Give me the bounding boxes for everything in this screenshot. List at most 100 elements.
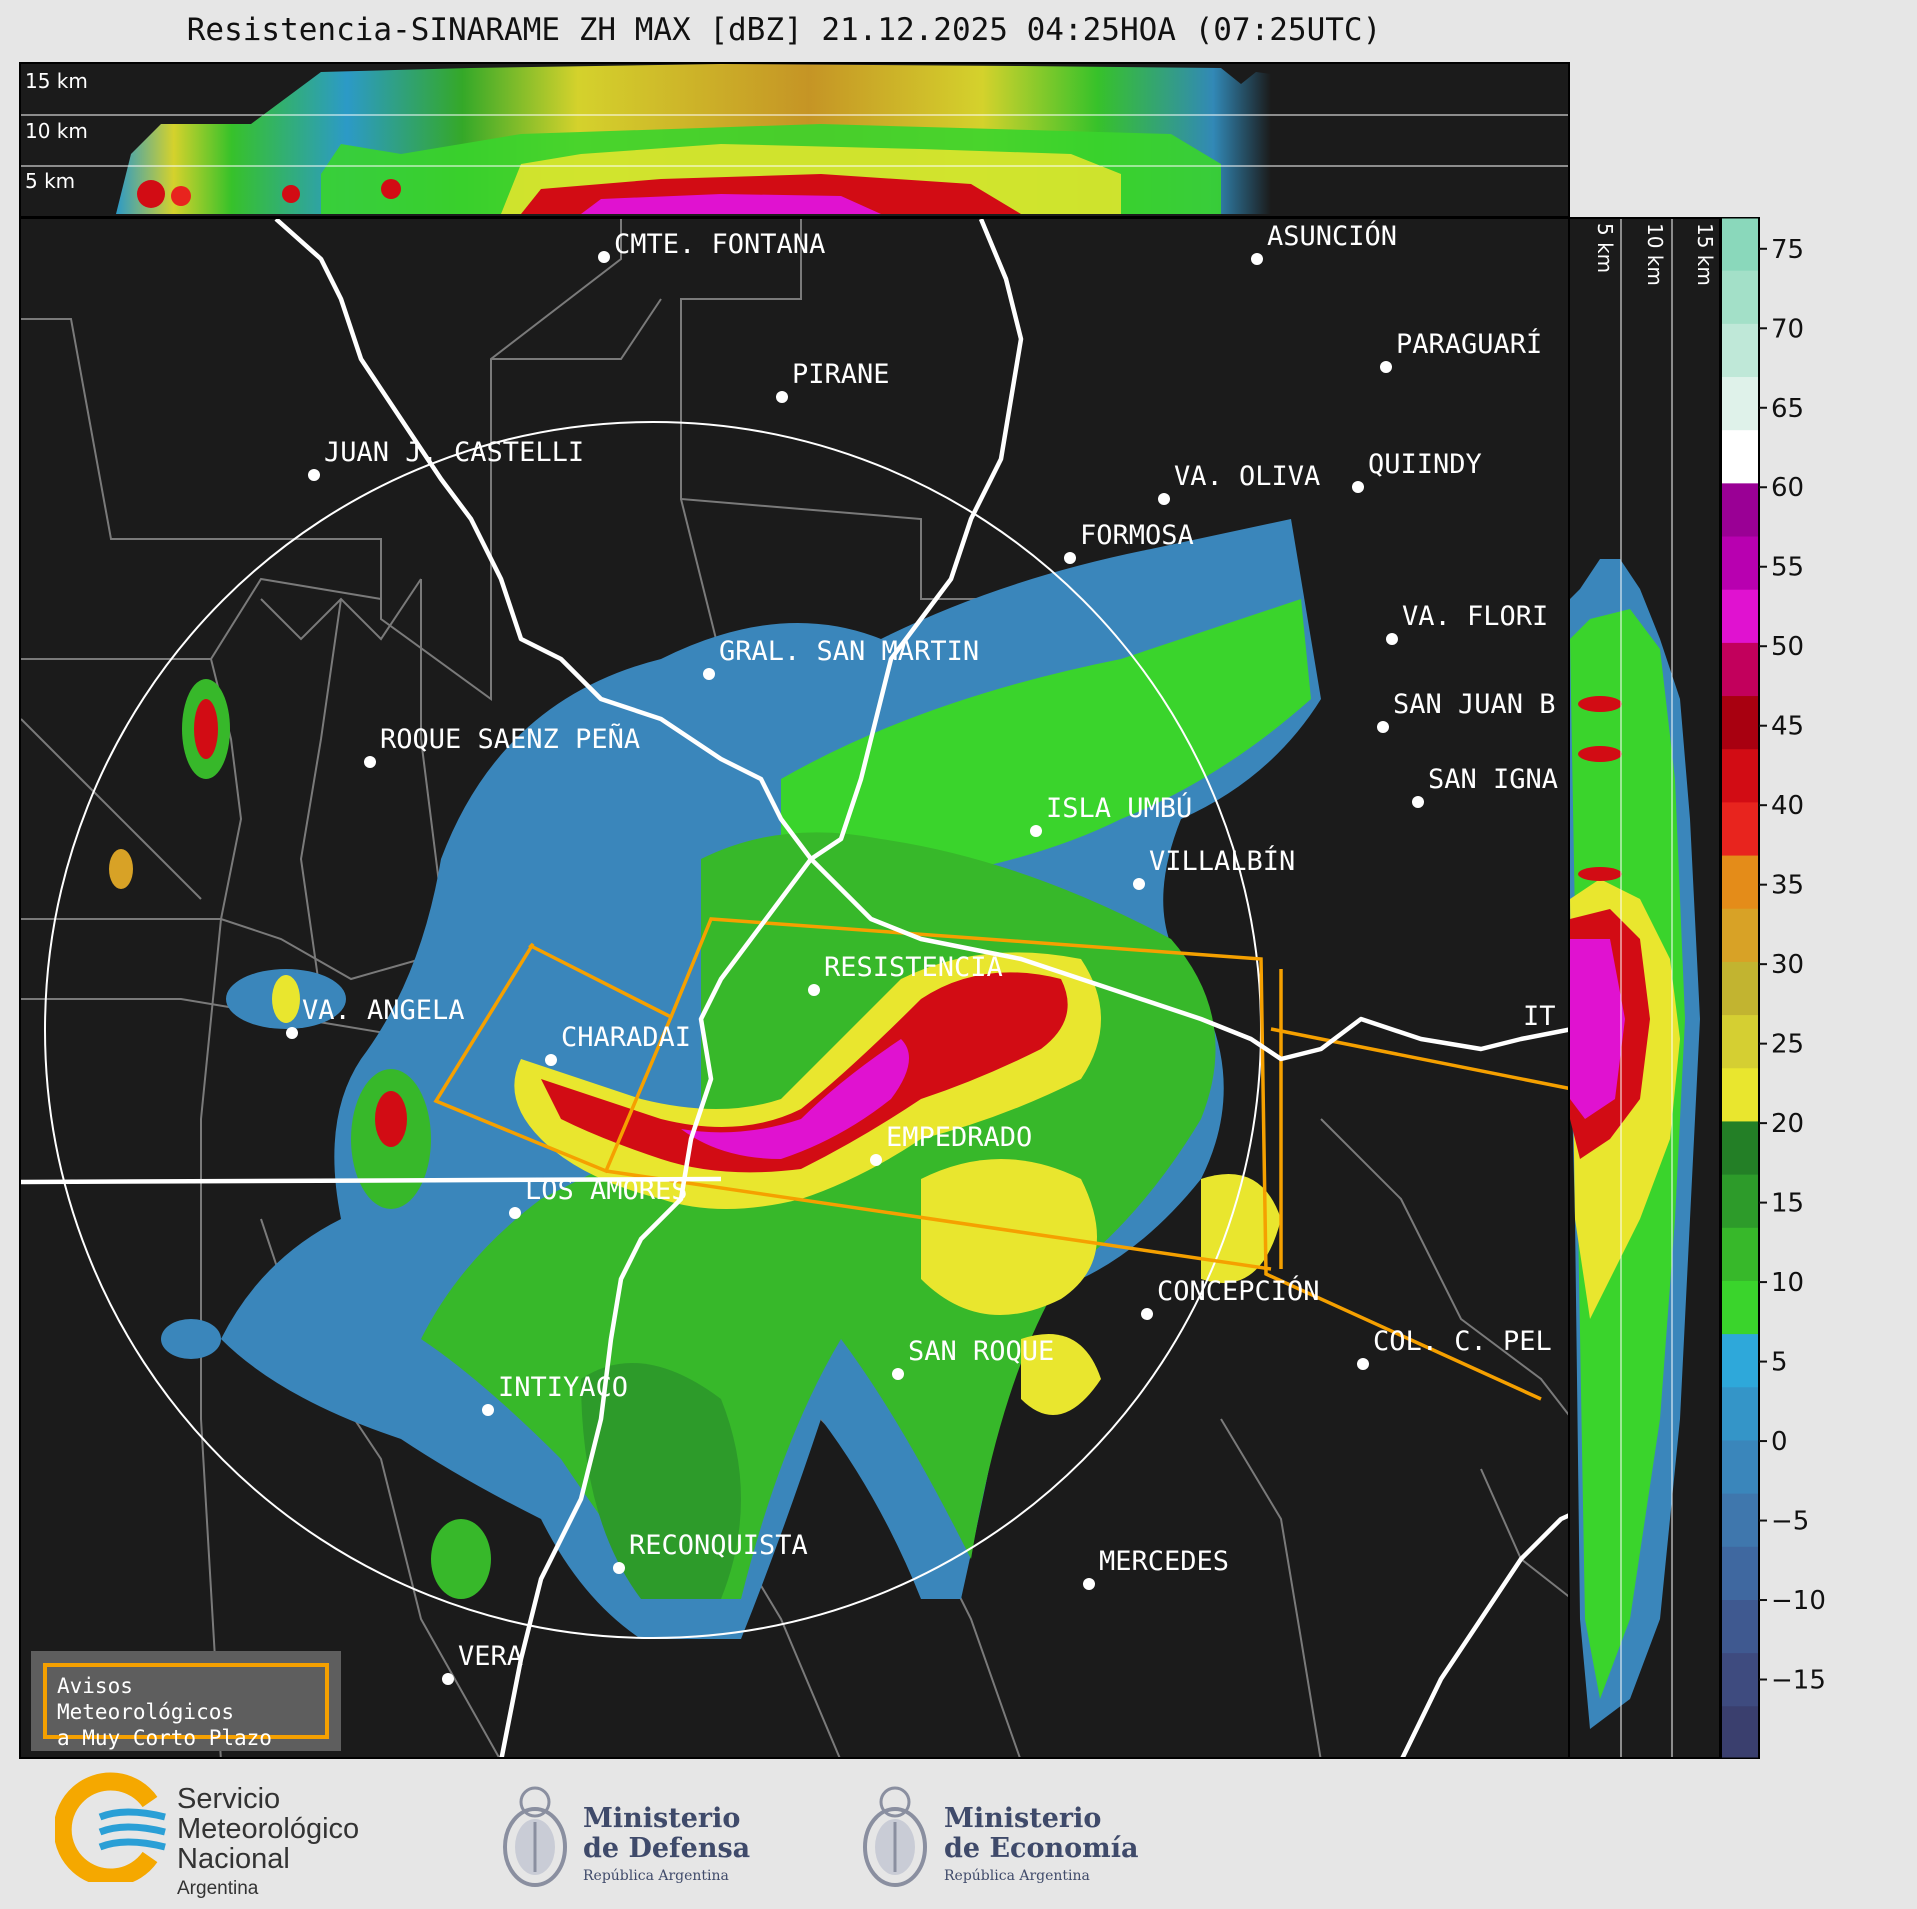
city-label: QUIINDY [1368,449,1482,480]
city-dot [1251,253,1263,265]
colorbar-tick-label: 15 [1771,1189,1804,1219]
city-dot [364,756,376,768]
economia-line-1: Ministerio [944,1803,1102,1834]
city-dot [1030,825,1042,837]
city-label: VA. OLIVA [1174,461,1320,492]
colorbar: 75 70 65 60 55 50 45 40 35 30 25 20 15 10 5 0 −5 −10 −15 [1719,217,1909,1759]
colorbar-tick-label: 5 [1771,1348,1788,1378]
colorbar-tick-label: 50 [1771,632,1804,662]
city-label: FORMOSA [1080,520,1194,551]
city-label: CONCEPCIÓN [1157,1275,1320,1307]
economia-line-2: de Economía [944,1833,1139,1864]
colorbar-tick-label: 55 [1771,553,1804,583]
economia-line-3: República Argentina [944,1868,1090,1884]
city-dot [1133,878,1145,890]
colorbar-segment [1721,961,1759,1016]
page-title: Resistencia-SINARAME ZH MAX [dBZ] 21.12.… [186,12,1382,48]
warning-legend: Avisos Meteorológicos a Muy Corto Plazo [43,1663,329,1750]
colorbar-segment [1721,695,1759,750]
city-dot [1083,1578,1095,1590]
city-label: RECONQUISTA [629,1530,808,1561]
height-label-5km: 5 km [25,169,75,193]
colorbar-segment [1721,855,1759,909]
height-label-5km-vertical: 5 km [1593,223,1617,273]
city-dot [308,469,320,481]
radar-map: CMTE. FONTANA ASUNCIÓN PIRANE PARAGUARÍ … [21,219,1568,1757]
city-dot [1377,721,1389,733]
coat-of-arms-icon [863,1786,927,1887]
city-label: ASUNCIÓN [1267,220,1397,252]
city-label: IT [1523,1001,1556,1032]
right-height-profile-panel: 5 km 10 km 15 km [1568,217,1721,1759]
colorbar-tick-label: 35 [1771,871,1804,901]
smn-line-1: Servicio [177,1783,281,1815]
top-height-profile-panel: 15 km 10 km 5 km [19,62,1570,218]
colorbar-tick-label: 25 [1771,1030,1804,1060]
smn-line-3: Nacional [177,1843,290,1875]
colorbar-segment [1721,1386,1759,1441]
colorbar-segment [1721,1174,1759,1228]
colorbar-tick-label: −5 [1771,1507,1809,1537]
city-dot [808,984,820,996]
colorbar-segment [1721,1014,1759,1069]
colorbar-segment [1721,589,1759,643]
city-dot [613,1562,625,1574]
city-dot [482,1404,494,1416]
colorbar-segment [1721,1120,1759,1175]
city-dot [598,251,610,263]
city-label: VA. FLORI [1402,601,1548,632]
city-dot [1352,481,1364,493]
city-dot [703,668,715,680]
city-dot [1380,361,1392,373]
city-label: GRAL. SAN MARTIN [719,636,979,667]
city-label: SAN ROQUE [908,1336,1054,1367]
colorbar-border [1720,217,1760,1759]
colorbar-tick-label: 65 [1771,394,1804,424]
height-label-10km-vertical: 10 km [1643,223,1667,286]
colorbar-tick-label: 70 [1771,314,1804,344]
city-dot [1141,1308,1153,1320]
defensa-seal [495,1772,575,1902]
economia-seal [855,1772,935,1902]
city-label: CHARADAI [561,1022,691,1053]
colorbar-segment [1721,908,1759,962]
city-dot [1357,1358,1369,1370]
city-label: SAN JUAN B [1393,689,1556,720]
city-dot [776,391,788,403]
economia-name: Ministerio de Economía República Argenti… [944,1803,1139,1885]
city-label: RESISTENCIA [824,952,1003,983]
smn-logo [55,1772,175,1902]
colorbar-tick-label: 40 [1771,791,1804,821]
smn-line-4: Argentina [177,1878,259,1899]
defensa-line-2: de Defensa [583,1833,751,1864]
colorbar-segment [1721,1652,1759,1707]
radar-map-panel: CMTE. FONTANA ASUNCIÓN PIRANE PARAGUARÍ … [19,217,1570,1759]
colorbar-segment [1721,376,1759,431]
city-label: PARAGUARÍ [1396,328,1542,360]
colorbar-tick-label: 0 [1771,1427,1788,1457]
colorbar-segment [1721,1227,1759,1281]
colorbar-tick-label: 10 [1771,1268,1804,1298]
city-label: PIRANE [792,359,890,390]
city-dot [545,1054,557,1066]
colorbar-segment [1721,429,1759,484]
colorbar-segment [1721,482,1759,537]
colorbar-segment [1721,536,1759,590]
smn-logo-icon [55,1772,166,1882]
city-label: ISLA UMBÚ [1046,792,1192,824]
city-dot [1386,633,1398,645]
colorbar-segment [1721,1333,1759,1388]
city-dot [870,1154,882,1166]
city-label: VERA [458,1641,523,1672]
smn-name: Servicio Meteorológico Nacional Argentin… [177,1784,359,1904]
colorbar-tick-label: 45 [1771,712,1804,742]
right-profile-image: 5 km 10 km 15 km [1570,219,1717,1757]
city-label: LOS AMORES [525,1175,688,1206]
colorbar-segment [1721,323,1759,378]
city-label: VILLALBÍN [1149,845,1295,877]
colorbar-segment [1721,1493,1759,1547]
colorbar-segment [1721,217,1759,271]
city-label: INTIYACO [498,1372,628,1403]
city-label: EMPEDRADO [886,1122,1032,1153]
